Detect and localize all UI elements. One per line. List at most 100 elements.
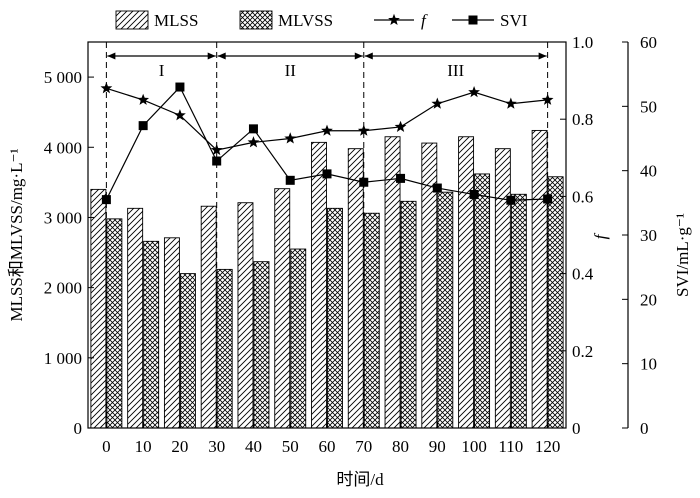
bar-mlvss bbox=[510, 193, 527, 429]
bar-mlvss bbox=[363, 212, 380, 429]
x-tick-label: 70 bbox=[355, 437, 372, 456]
bar-mlvss bbox=[474, 173, 491, 429]
bar-mlvss bbox=[253, 261, 270, 429]
bar-mlss bbox=[531, 129, 548, 429]
x-tick-label: 20 bbox=[171, 437, 188, 456]
marker-f bbox=[468, 85, 480, 98]
phase-label: III bbox=[447, 61, 464, 80]
bar-mlss bbox=[311, 141, 327, 429]
bar-mlvss bbox=[327, 207, 343, 429]
phase-label: I bbox=[159, 61, 165, 80]
marker-f bbox=[504, 97, 517, 109]
x-axis-label: 时间/d bbox=[336, 470, 384, 489]
legend-swatch-mlvss bbox=[239, 10, 273, 30]
marker-svi bbox=[175, 82, 185, 92]
marker-f bbox=[137, 93, 150, 105]
y-tick-label: 0 bbox=[74, 419, 83, 438]
marker-svi bbox=[322, 169, 332, 179]
bar-mlss bbox=[163, 237, 180, 429]
x-tick-label: 90 bbox=[429, 437, 446, 456]
bar-mlss bbox=[127, 207, 144, 429]
phase-arrowhead bbox=[107, 52, 116, 60]
y-tick-label: 1 000 bbox=[44, 349, 82, 368]
x-tick-label: 10 bbox=[135, 437, 152, 456]
bar-mlvss bbox=[437, 191, 454, 429]
marker-svi bbox=[432, 183, 442, 193]
x-tick-label: 100 bbox=[461, 437, 487, 456]
marker-f bbox=[541, 93, 554, 105]
bar-mlvss bbox=[179, 273, 196, 429]
y2-axis-label: f bbox=[591, 232, 610, 239]
x-tick-label: 120 bbox=[535, 437, 561, 456]
phase-arrowhead bbox=[217, 52, 226, 60]
y3-tick-label: 30 bbox=[640, 226, 657, 245]
x-tick-label: 50 bbox=[282, 437, 299, 456]
marker-f bbox=[394, 120, 407, 132]
y-tick-label: 4 000 bbox=[44, 138, 82, 157]
bar-mlvss bbox=[216, 268, 233, 429]
y2-tick-label: 0.6 bbox=[572, 187, 593, 206]
marker-svi bbox=[285, 175, 295, 185]
x-tick-label: 60 bbox=[319, 437, 336, 456]
marker-svi bbox=[101, 195, 111, 205]
marker-f bbox=[247, 136, 260, 148]
phase-arrowhead bbox=[538, 52, 547, 60]
x-tick-label: 30 bbox=[208, 437, 225, 456]
y3-tick-label: 60 bbox=[640, 33, 657, 52]
marker-f bbox=[100, 82, 113, 94]
y3-tick-label: 50 bbox=[640, 97, 657, 116]
bar-mlvss bbox=[143, 240, 160, 429]
legend-label-mlss: MLSS bbox=[154, 11, 198, 30]
marker-svi bbox=[138, 121, 148, 131]
y2-tick-label: 0.8 bbox=[572, 110, 593, 129]
bar-mlss bbox=[347, 148, 364, 429]
marker-svi bbox=[359, 177, 369, 187]
phase-arrowhead bbox=[207, 52, 216, 60]
legend-marker-f bbox=[388, 13, 400, 26]
marker-f bbox=[284, 132, 297, 144]
bar-mlss bbox=[200, 205, 217, 429]
marker-svi bbox=[543, 194, 553, 204]
marker-svi bbox=[396, 173, 406, 183]
y2-tick-label: 0 bbox=[572, 419, 581, 438]
y3-tick-label: 40 bbox=[640, 162, 657, 181]
series-line-f bbox=[106, 87, 548, 151]
bar-mlvss bbox=[106, 218, 123, 429]
x-tick-label: 80 bbox=[392, 437, 409, 456]
marker-svi bbox=[248, 124, 258, 134]
marker-f bbox=[174, 109, 186, 121]
bar-mlss bbox=[274, 188, 291, 429]
legend-label-svi: SVI bbox=[500, 11, 528, 30]
marker-svi bbox=[506, 195, 516, 205]
y3-tick-label: 0 bbox=[640, 419, 649, 438]
x-tick-label: 40 bbox=[245, 437, 262, 456]
y2-tick-label: 1.0 bbox=[572, 33, 593, 52]
y3-tick-label: 10 bbox=[640, 355, 657, 374]
y-tick-label: 5 000 bbox=[44, 68, 82, 87]
bar-mlss bbox=[458, 136, 475, 429]
marker-svi bbox=[212, 156, 222, 166]
phase-arrowhead bbox=[354, 52, 363, 60]
bar-mlvss bbox=[400, 200, 417, 429]
legend-label-mlvss: MLVSS bbox=[278, 11, 333, 30]
bar-mlvss bbox=[547, 176, 564, 429]
plot-frame bbox=[87, 41, 567, 429]
y3-axis-label: SVI/mL·g⁻¹ bbox=[673, 213, 692, 297]
legend-swatch-mlss bbox=[115, 10, 149, 30]
y2-tick-label: 0.2 bbox=[572, 342, 593, 361]
x-tick-label: 110 bbox=[498, 437, 523, 456]
y-tick-label: 2 000 bbox=[44, 279, 82, 298]
marker-f bbox=[321, 124, 333, 136]
phase-arrowhead bbox=[364, 52, 373, 60]
legend: MLSS MLVSS f SVI bbox=[115, 10, 528, 30]
marker-f bbox=[210, 143, 223, 156]
y-tick-label: 3 000 bbox=[44, 208, 82, 227]
bar-mlss bbox=[237, 202, 254, 429]
marker-svi bbox=[469, 189, 479, 199]
bar-mlss bbox=[90, 188, 107, 429]
legend-marker-svi bbox=[468, 15, 478, 25]
marker-f bbox=[431, 97, 444, 109]
x-tick-label: 0 bbox=[102, 437, 111, 456]
